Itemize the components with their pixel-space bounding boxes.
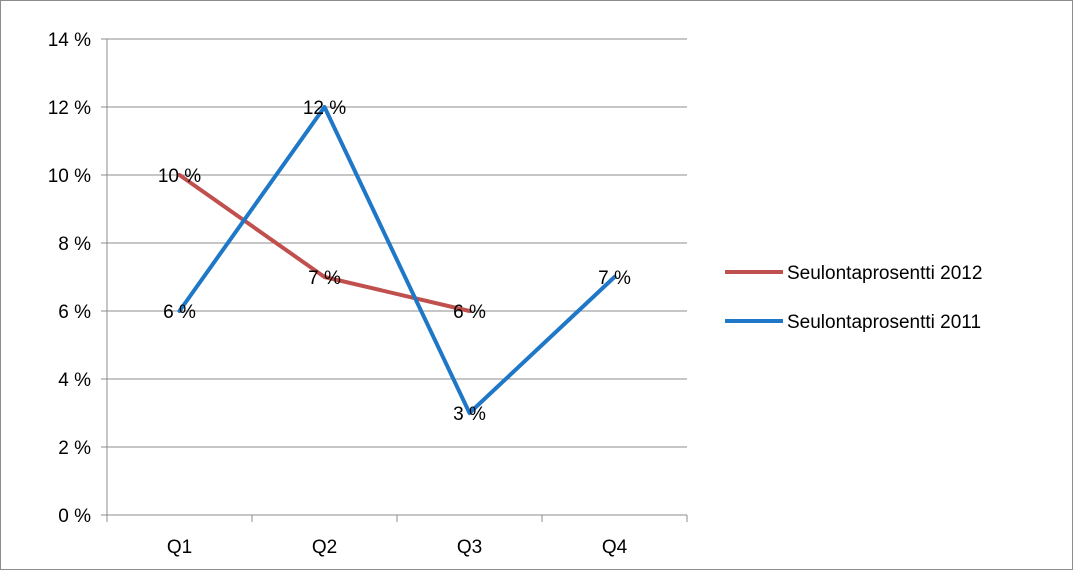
data-label: 12 % [303,98,346,119]
data-labels: 10 % 7 % 6 % 6 % 12 % 3 % 7 % [158,98,631,425]
y-axis-tick-labels: 0 % 2 % 4 % 6 % 8 % 10 % 12 % 14 % [48,30,91,527]
x-tick-label: Q1 [167,537,192,558]
data-label: 7 % [598,268,631,289]
y-tick-label: 8 % [58,234,91,255]
data-label: 6 % [163,302,196,323]
x-tick-label: Q4 [602,537,628,558]
y-tick-label: 2 % [58,438,91,459]
y-tick-label: 10 % [48,166,91,187]
data-label: 7 % [308,268,341,289]
y-tick-label: 14 % [48,30,91,51]
gridlines [107,38,687,448]
data-label: 3 % [453,404,486,425]
data-label: 10 % [158,166,201,187]
y-tick-label: 12 % [48,98,91,119]
y-tick-label: 4 % [58,370,91,391]
legend-entry-label: Seulontaprosentti 2012 [787,263,982,284]
data-label: 6 % [453,302,486,323]
axes [101,38,688,522]
y-tick-label: 0 % [58,506,91,527]
x-axis-tick-labels: Q1 Q2 Q3 Q4 [167,537,628,558]
legend: Seulontaprosentti 2012 Seulontaprosentti … [725,263,982,333]
legend-entry-label: Seulontaprosentti 2011 [787,312,981,333]
series-lines [177,105,617,415]
y-tick-label: 6 % [58,302,91,323]
x-tick-label: Q2 [312,537,337,558]
x-tick-label: Q3 [457,537,482,558]
series-line-2 [177,105,617,415]
series-line-1 [177,173,472,313]
